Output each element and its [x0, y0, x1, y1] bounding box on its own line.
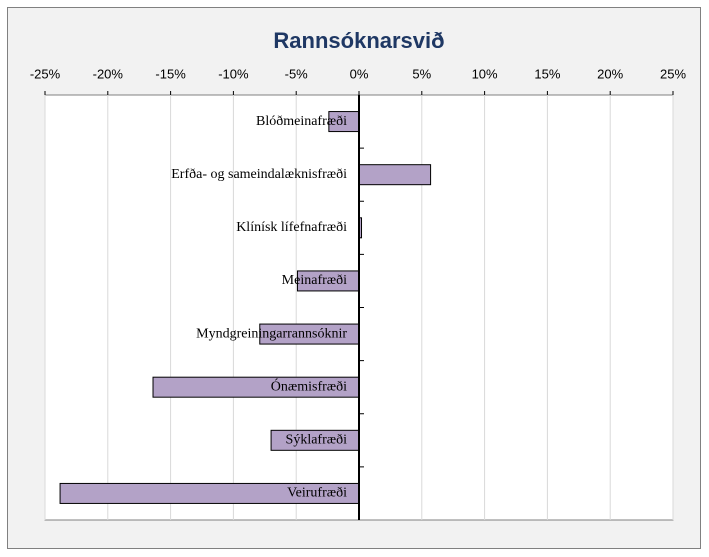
x-tick-label: 15%: [534, 66, 560, 81]
y-tick-label: Sýklafræði: [286, 433, 348, 448]
y-tick-label: Myndgreiningarrannsóknir: [196, 326, 347, 341]
y-tick-label: Meinafræði: [282, 273, 347, 288]
y-tick-label: Erfða- og sameindalæknisfræði: [171, 167, 347, 182]
y-tick-label: Ónæmisfræði: [271, 377, 347, 394]
x-tick-label: 10%: [472, 66, 498, 81]
x-tick-label: 20%: [597, 66, 623, 81]
x-tick-label: -25%: [30, 66, 61, 81]
x-tick-label: -10%: [218, 66, 249, 81]
x-tick-label: 0%: [350, 66, 369, 81]
x-tick-label: -15%: [155, 66, 186, 81]
x-tick-label: 5%: [412, 66, 431, 81]
y-tick-label: Blóðmeinafræði: [256, 114, 347, 129]
x-tick-label: -20%: [93, 66, 124, 81]
x-tick-label: 25%: [660, 66, 686, 81]
x-tick-label: -5%: [285, 66, 309, 81]
chart-title: Rannsóknarsvið: [273, 28, 444, 53]
y-tick-label: Veirufræði: [287, 486, 347, 501]
y-tick-label: Klínísk lífefnafræði: [236, 220, 347, 235]
bar: [358, 164, 432, 186]
